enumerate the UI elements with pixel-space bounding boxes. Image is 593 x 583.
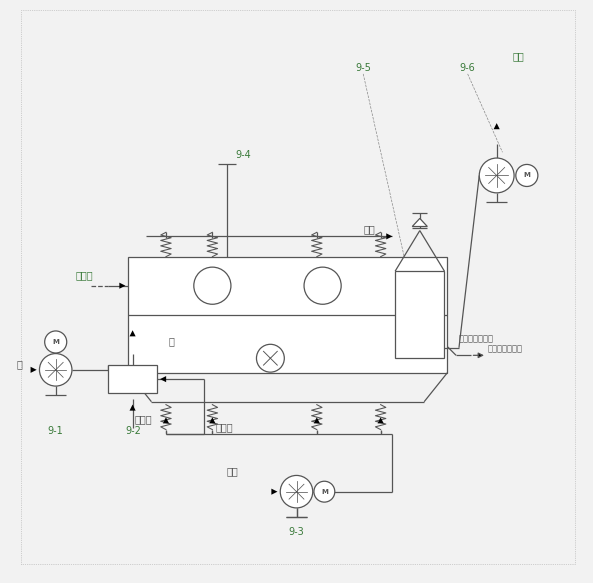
Text: 热空气: 热空气	[215, 422, 233, 431]
Polygon shape	[412, 219, 428, 227]
Text: 硝酸钾去提升机: 硝酸钾去提升机	[459, 335, 494, 343]
Circle shape	[44, 331, 67, 353]
Circle shape	[256, 345, 284, 372]
Circle shape	[40, 353, 72, 386]
Circle shape	[479, 158, 514, 193]
Text: 水: 水	[169, 336, 175, 346]
Text: 风: 风	[17, 359, 23, 369]
Text: 尾气: 尾气	[364, 224, 375, 234]
Bar	[395, 271, 445, 358]
Bar	[108, 365, 157, 393]
Text: M: M	[52, 339, 59, 345]
Bar	[128, 257, 447, 373]
Text: M: M	[524, 173, 530, 178]
Circle shape	[516, 164, 538, 187]
Text: 硝酸钾: 硝酸钾	[76, 271, 94, 280]
Text: 硝酸钾去提升机: 硝酸钾去提升机	[488, 344, 523, 353]
Text: 9-4: 9-4	[235, 150, 251, 160]
Text: M: M	[321, 489, 328, 495]
Text: 9-3: 9-3	[289, 527, 304, 538]
Text: 9-1: 9-1	[48, 426, 63, 436]
Circle shape	[314, 481, 335, 502]
Text: 9-5: 9-5	[355, 63, 371, 73]
Text: 9-6: 9-6	[460, 63, 476, 73]
Text: 冷凝水: 冷凝水	[134, 414, 152, 424]
Text: 9-2: 9-2	[125, 426, 141, 436]
Text: 空气: 空气	[227, 466, 238, 476]
Text: 放空: 放空	[512, 51, 524, 62]
Circle shape	[280, 475, 313, 508]
